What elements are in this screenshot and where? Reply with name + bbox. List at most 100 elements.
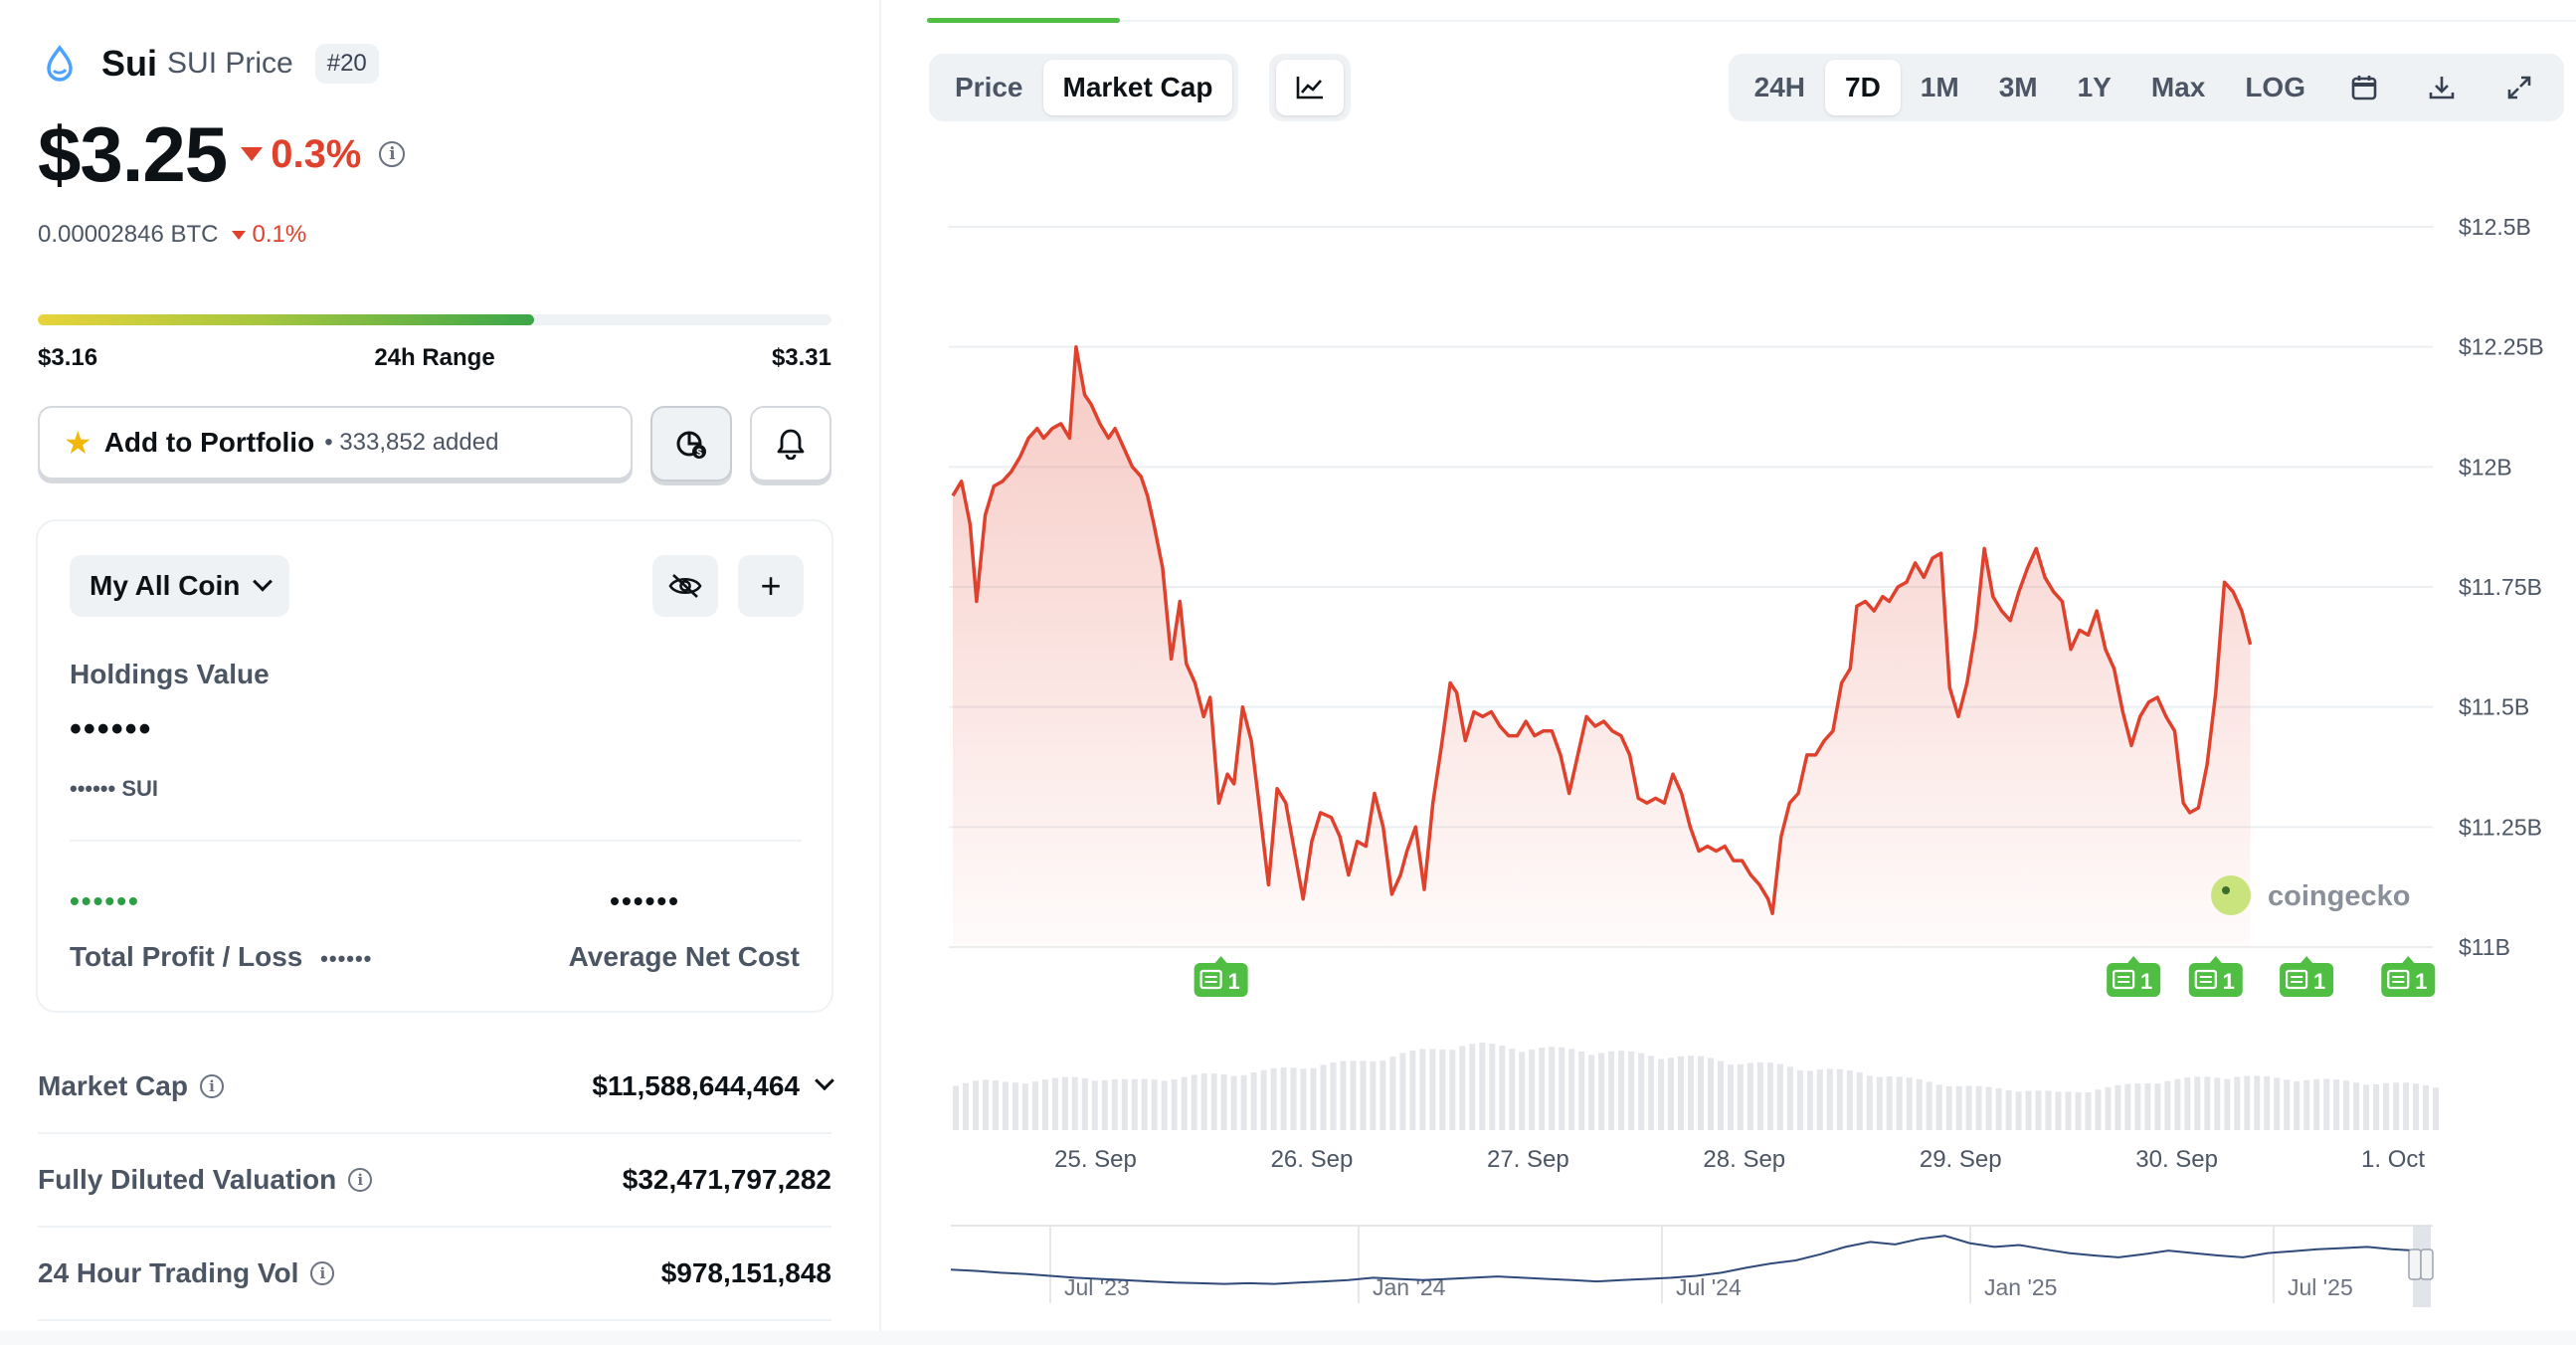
volume-bar xyxy=(1051,1077,1058,1130)
info-icon[interactable]: i xyxy=(310,1261,335,1285)
volume-bar xyxy=(2403,1082,2410,1130)
range-max[interactable]: Max xyxy=(2150,72,2206,102)
date-range-button[interactable] xyxy=(2325,60,2403,115)
volume-bar xyxy=(1886,1076,1893,1130)
volume-bar xyxy=(2015,1091,2022,1130)
total-profit-label-text: Total Profit / Loss xyxy=(70,941,303,972)
volume-bar xyxy=(1638,1053,1645,1130)
y-axis-labels: $12.5B $12.25B $12B $11.75B $11.5B $11.25B $11… xyxy=(2459,214,2544,960)
info-icon[interactable]: i xyxy=(199,1074,224,1098)
range-1m[interactable]: 1M xyxy=(1920,72,1959,102)
fullscreen-button[interactable] xyxy=(2481,60,2558,115)
volume-bar xyxy=(2433,1087,2439,1130)
plus-icon: + xyxy=(760,565,782,606)
range-3m[interactable]: 3M xyxy=(1998,72,2038,102)
range-7d[interactable]: 7D xyxy=(1825,60,1901,115)
volume-bar xyxy=(1866,1075,1873,1130)
volume-bar xyxy=(1756,1061,1763,1130)
volume-bar xyxy=(1846,1070,1853,1130)
chart-range-tabs: 24H 7D 1M 3M 1Y Max LOG xyxy=(1728,54,2564,121)
chart-area xyxy=(953,346,2251,947)
volume-bar xyxy=(2204,1076,2211,1130)
panel-divider xyxy=(879,0,881,1345)
volume-bar xyxy=(1935,1084,1942,1130)
volume-bar xyxy=(2284,1079,2291,1130)
volume-bar xyxy=(1081,1077,1088,1130)
chevron-down-icon xyxy=(253,571,274,592)
volume-bar xyxy=(1230,1075,1237,1130)
tab-market-cap[interactable]: Market Cap xyxy=(1042,60,1233,115)
stat-label: Fully Diluted Valuation i xyxy=(38,1164,373,1196)
volume-bar xyxy=(2184,1077,2191,1130)
trading-volume-value: $978,151,848 xyxy=(660,1257,831,1288)
volume-bar xyxy=(1688,1056,1694,1130)
volume-bar xyxy=(1419,1049,1426,1130)
volume-bar xyxy=(1995,1088,2002,1130)
range-24h[interactable]: 24H xyxy=(1753,72,1805,102)
volume-bar xyxy=(1031,1081,1038,1130)
stat-row-volume: 24 Hour Trading Vol i $978,151,848 xyxy=(38,1228,831,1321)
volume-bar xyxy=(2134,1083,2141,1130)
volume-bar xyxy=(992,1080,999,1130)
volume-bar xyxy=(1796,1069,1803,1130)
volume-bar xyxy=(2353,1082,2360,1130)
news-marker[interactable]: 1 xyxy=(2381,956,2436,997)
market-cap-label: Market Cap xyxy=(38,1070,188,1101)
news-markers[interactable]: 1 1 1 1 1 xyxy=(1194,956,2436,997)
volume-bar xyxy=(1389,1057,1396,1130)
volume-bar xyxy=(2115,1084,2121,1130)
x-tick-label: 27. Sep xyxy=(1487,1146,1569,1173)
volume-bar xyxy=(1945,1085,1952,1130)
holdings-value: •••••• xyxy=(70,710,153,748)
info-icon[interactable]: i xyxy=(379,141,406,167)
range-1y[interactable]: 1Y xyxy=(2077,72,2112,102)
market-cap-chart[interactable]: $12.5B $12.25B $12B $11.75B $11.5B $11.25B $11… xyxy=(881,179,2576,1323)
range-navigator[interactable]: Jul '23 Jan '24 Jul '24 Jan '25 Jul '25 xyxy=(950,1225,2434,1307)
volume-bar xyxy=(2413,1083,2419,1130)
news-marker[interactable]: 1 xyxy=(2107,956,2161,997)
volume-bar xyxy=(1200,1073,1207,1130)
news-count: 1 xyxy=(2223,969,2235,994)
average-net-cost-label: Average Net Cost xyxy=(568,941,800,972)
series-line xyxy=(951,344,2253,915)
portfolio-pie-button[interactable]: $ xyxy=(650,406,732,481)
add-transaction-button[interactable]: + xyxy=(738,555,804,617)
download-button[interactable] xyxy=(2403,60,2481,115)
fdv-value: $32,471,797,282 xyxy=(622,1164,831,1195)
news-marker[interactable]: 1 xyxy=(2280,956,2334,997)
eye-off-icon xyxy=(668,574,702,598)
x-tick-label: 28. Sep xyxy=(1703,1146,1785,1173)
portfolio-pie-icon: $ xyxy=(676,431,706,459)
volume-bar xyxy=(1975,1085,1982,1130)
gecko-logo-icon xyxy=(2211,875,2251,915)
volume-bar xyxy=(1658,1058,1665,1130)
news-marker[interactable]: 1 xyxy=(1194,956,1248,997)
coingecko-watermark: coingecko xyxy=(2211,875,2410,915)
volume-bar xyxy=(1906,1077,1913,1130)
volume-bar xyxy=(1111,1079,1118,1130)
volume-bar xyxy=(1698,1056,1704,1130)
news-marker[interactable]: 1 xyxy=(2188,956,2243,997)
chart-type-button[interactable] xyxy=(1269,54,1351,121)
volume-bar xyxy=(1856,1072,1863,1130)
fdv-label: Fully Diluted Valuation xyxy=(38,1164,337,1195)
hide-values-button[interactable] xyxy=(652,555,718,617)
volume-bar xyxy=(2214,1077,2221,1130)
portfolio-select-dropdown[interactable]: My All Coin xyxy=(70,555,290,617)
market-cap-value[interactable]: $11,588,644,464 xyxy=(592,1070,834,1102)
volume-bar xyxy=(1519,1052,1526,1130)
add-to-portfolio-button[interactable]: ★ Add to Portfolio • 333,852 added xyxy=(38,406,633,480)
volume-bar xyxy=(1171,1079,1178,1130)
range-log[interactable]: LOG xyxy=(2245,72,2305,102)
volume-bar xyxy=(1121,1078,1128,1130)
info-icon[interactable]: i xyxy=(348,1168,373,1192)
volume-bar xyxy=(1479,1043,1486,1130)
newspaper-icon xyxy=(2113,969,2135,990)
tab-price[interactable]: Price xyxy=(955,72,1023,102)
volume-bar xyxy=(1021,1083,1028,1130)
volume-bar xyxy=(973,1080,979,1130)
volume-bar xyxy=(1131,1078,1138,1130)
volume-bar xyxy=(1181,1076,1188,1130)
volume-bar xyxy=(2124,1083,2131,1130)
price-alert-button[interactable] xyxy=(750,406,831,481)
